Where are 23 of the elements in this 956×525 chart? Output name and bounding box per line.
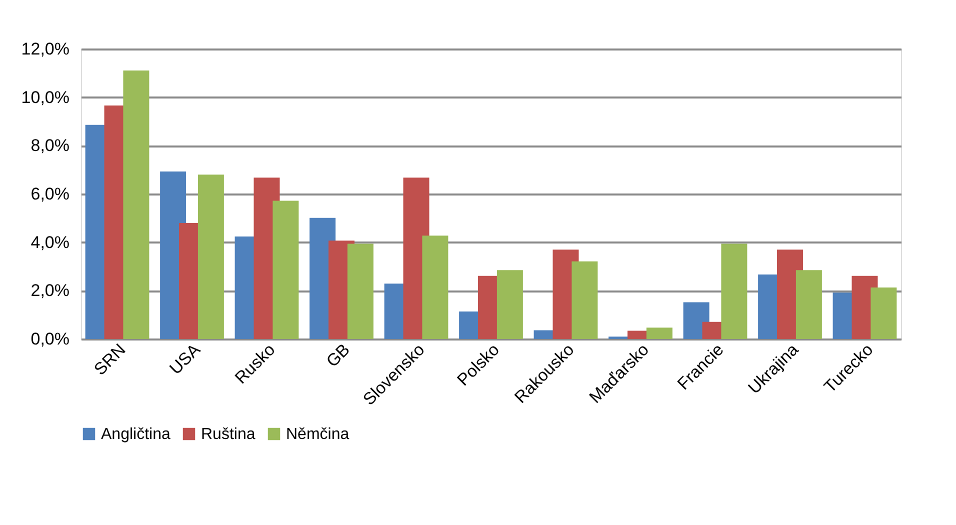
- bar: [347, 244, 374, 339]
- bar: [870, 288, 897, 339]
- bar: [123, 70, 150, 339]
- y-tick-label: 10,0%: [21, 88, 70, 107]
- x-tick-label: USA: [166, 340, 204, 378]
- y-tick-label: 12,0%: [21, 40, 70, 58]
- bar: [796, 270, 822, 339]
- bar: [198, 174, 224, 339]
- bar: [496, 270, 523, 339]
- x-tick-label: GB: [322, 340, 354, 371]
- y-tick-label: 0,0%: [30, 330, 70, 348]
- y-tick-label: 4,0%: [30, 232, 70, 252]
- bar: [272, 200, 299, 339]
- bar: [572, 261, 598, 339]
- y-tick-label: 6,0%: [30, 184, 70, 204]
- y-tick-label: 8,0%: [30, 136, 70, 156]
- legend-label: Ruština: [201, 426, 256, 443]
- bar: [721, 244, 748, 339]
- bar: [422, 236, 448, 339]
- bar: [646, 328, 672, 339]
- legend-label: Angličtina: [101, 426, 170, 443]
- legend-label: Němčina: [286, 426, 350, 443]
- y-tick-label: 2,0%: [30, 281, 70, 300]
